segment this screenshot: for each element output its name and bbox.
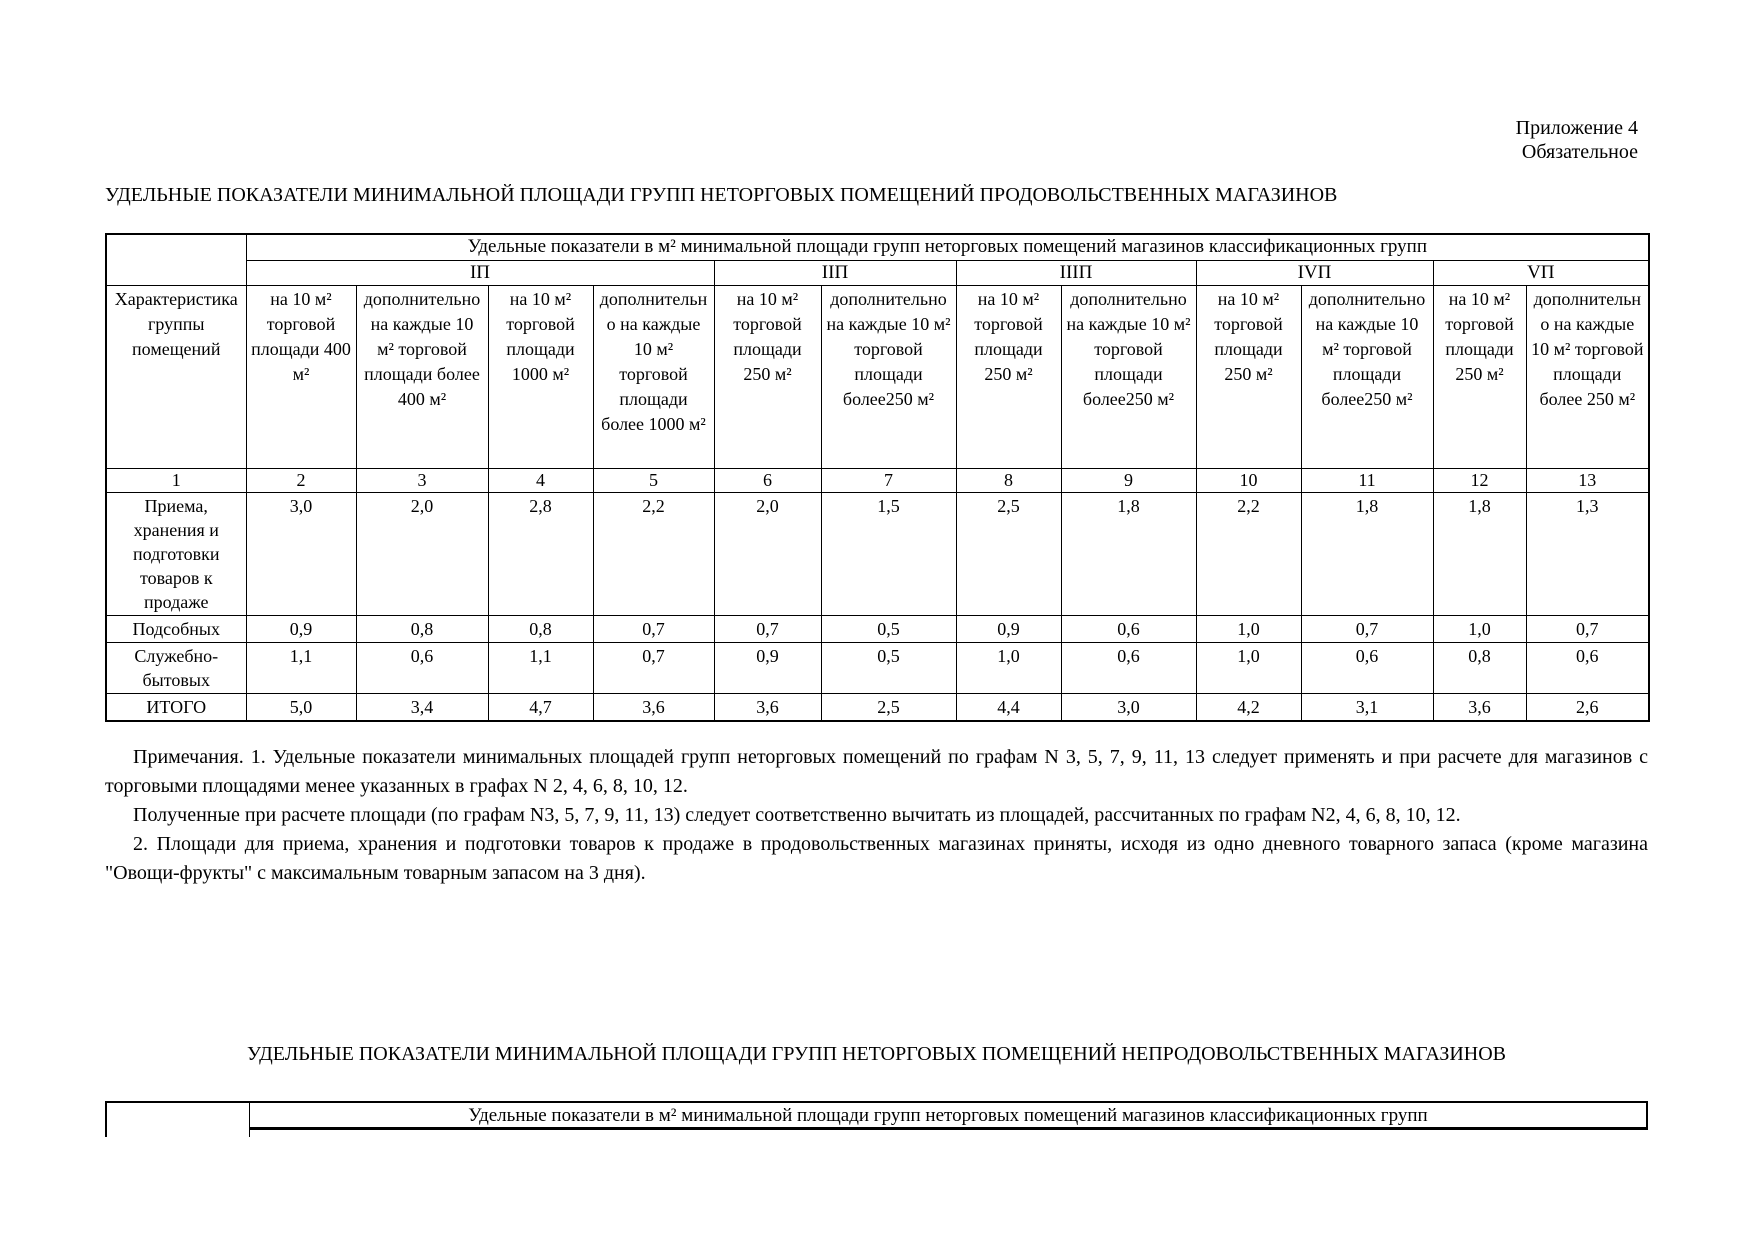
column-header-7: дополнительно на каждые 10 м² торговой п… (820, 284, 957, 469)
value-cell: 0,5 (820, 614, 957, 643)
value-cell: 2,0 (713, 491, 822, 616)
annex-line-1: Приложение 4 (1515, 117, 1638, 139)
column-header-12: на 10 м² торговой площади 250 м² (1432, 284, 1527, 469)
column-number: 7 (820, 467, 957, 493)
value-cell: 1,8 (1060, 491, 1197, 616)
row-label-utility: Подсобных (105, 614, 247, 643)
value-cell: 1,0 (1195, 641, 1302, 694)
annex-line-2: Обязательное (1521, 141, 1638, 163)
group-header-2p: IIП (713, 259, 957, 286)
column-number: 6 (713, 467, 822, 493)
column-header-2: на 10 м² торговой площади 400 м² (245, 284, 357, 469)
value-cell: 2,2 (592, 491, 715, 616)
notes-block: Примечания. 1. Удельные показатели миним… (105, 743, 1648, 888)
column-number: 8 (955, 467, 1062, 493)
value-cell: 1,5 (820, 491, 957, 616)
value-cell: 2,5 (820, 692, 957, 721)
column-number: 12 (1432, 467, 1527, 493)
column-number: 2 (245, 467, 357, 493)
value-cell: 1,3 (1525, 491, 1650, 616)
column-header-8: на 10 м² торговой площади 250 м² (955, 284, 1062, 469)
nonfood-stores-table-fragment: Удельные показатели в м² минимальной пло… (105, 1100, 1648, 1137)
value-cell: 0,9 (713, 641, 822, 694)
row-label-total: ИТОГО (105, 692, 247, 721)
value-cell: 1,8 (1300, 491, 1434, 616)
value-cell: 0,7 (1300, 614, 1434, 643)
annex-note: Приложение 4 Обязательное (105, 0, 1648, 164)
value-cell: 0,6 (1060, 641, 1197, 694)
value-cell: 0,7 (592, 614, 715, 643)
column-number: 5 (592, 467, 715, 493)
column-header-11: дополнительно на каждые 10 м² торговой п… (1300, 284, 1434, 469)
column-header-9: дополнительно на каждые 10 м² торговой п… (1060, 284, 1197, 469)
corner-cell (105, 233, 247, 286)
value-cell: 0,9 (245, 614, 357, 643)
value-cell: 1,0 (1195, 614, 1302, 643)
column-number: 13 (1525, 467, 1650, 493)
value-cell: 3,6 (592, 692, 715, 721)
value-cell: 3,4 (355, 692, 489, 721)
value-cell: 0,6 (1060, 614, 1197, 643)
group-header-5p: VП (1432, 259, 1650, 286)
row-header-label: Характеристика группы помещений (105, 284, 247, 469)
column-number: 4 (487, 467, 594, 493)
value-cell: 0,6 (1300, 641, 1434, 694)
value-cell: 0,6 (1525, 641, 1650, 694)
value-cell: 0,8 (1432, 641, 1527, 694)
value-cell: 3,0 (245, 491, 357, 616)
group-header-1p: IП (245, 259, 715, 286)
value-cell: 1,1 (245, 641, 357, 694)
value-cell: 4,7 (487, 692, 594, 721)
row-label-service: Служебно-бытовых (105, 641, 247, 694)
value-cell: 0,8 (487, 614, 594, 643)
value-cell: 2,5 (955, 491, 1062, 616)
value-cell: 5,0 (245, 692, 357, 721)
value-cell: 0,7 (713, 614, 822, 643)
value-cell: 4,2 (1195, 692, 1302, 721)
value-cell: 0,5 (820, 641, 957, 694)
column-number: 11 (1300, 467, 1434, 493)
value-cell: 0,9 (955, 614, 1062, 643)
table2-span-header: Удельные показатели в м² минимальной пло… (250, 1100, 1648, 1130)
row-label-reception: Приема, хранения и подготовки товаров к … (105, 491, 247, 616)
value-cell: 3,0 (1060, 692, 1197, 721)
value-cell: 2,6 (1525, 692, 1650, 721)
column-header-13: дополнительно на каждые 10 м² торговой п… (1525, 284, 1650, 469)
column-header-4: на 10 м² торговой площади 1000 м² (487, 284, 594, 469)
value-cell: 1,8 (1432, 491, 1527, 616)
value-cell: 0,6 (355, 641, 489, 694)
column-header-6: на 10 м² торговой площади 250 м² (713, 284, 822, 469)
value-cell: 0,7 (1525, 614, 1650, 643)
note-paragraph-2: Полученные при расчете площади (по графа… (133, 803, 1461, 826)
table-span-header: Удельные показатели в м² минимальной пло… (245, 233, 1650, 261)
value-cell: 4,4 (955, 692, 1062, 721)
column-header-5: дополнительно на каждые 10 м² торговой п… (592, 284, 715, 469)
column-number: 3 (355, 467, 489, 493)
title-food-stores: УДЕЛЬНЫЕ ПОКАЗАТЕЛИ МИНИМАЛЬНОЙ ПЛОЩАДИ … (105, 184, 1338, 206)
column-header-10: на 10 м² торговой площади 250 м² (1195, 284, 1302, 469)
value-cell: 3,6 (1432, 692, 1527, 721)
group-header-3p: IIIП (955, 259, 1197, 286)
value-cell: 0,8 (355, 614, 489, 643)
column-number: 10 (1195, 467, 1302, 493)
value-cell: 0,7 (592, 641, 715, 694)
value-cell: 1,1 (487, 641, 594, 694)
note-paragraph-3: 2. Площади для приема, хранения и подгот… (105, 832, 1648, 884)
column-header-3: дополнительно на каждые 10 м² торговой п… (355, 284, 489, 469)
food-stores-table: Удельные показатели в м² минимальной пло… (105, 233, 1651, 722)
value-cell: 3,6 (713, 692, 822, 721)
value-cell: 2,8 (487, 491, 594, 616)
group-header-4p: IVП (1195, 259, 1434, 286)
note-paragraph-1: Примечания. 1. Удельные показатели миним… (105, 745, 1648, 797)
value-cell: 2,2 (1195, 491, 1302, 616)
value-cell: 1,0 (1432, 614, 1527, 643)
value-cell: 3,1 (1300, 692, 1434, 721)
value-cell: 2,0 (355, 491, 489, 616)
column-number: 9 (1060, 467, 1197, 493)
value-cell: 1,0 (955, 641, 1062, 694)
corner-cell-2 (105, 1100, 250, 1137)
title-nonfood-stores: УДЕЛЬНЫЕ ПОКАЗАТЕЛИ МИНИМАЛЬНОЙ ПЛОЩАДИ … (246, 1042, 1507, 1065)
column-number: 1 (105, 467, 247, 493)
